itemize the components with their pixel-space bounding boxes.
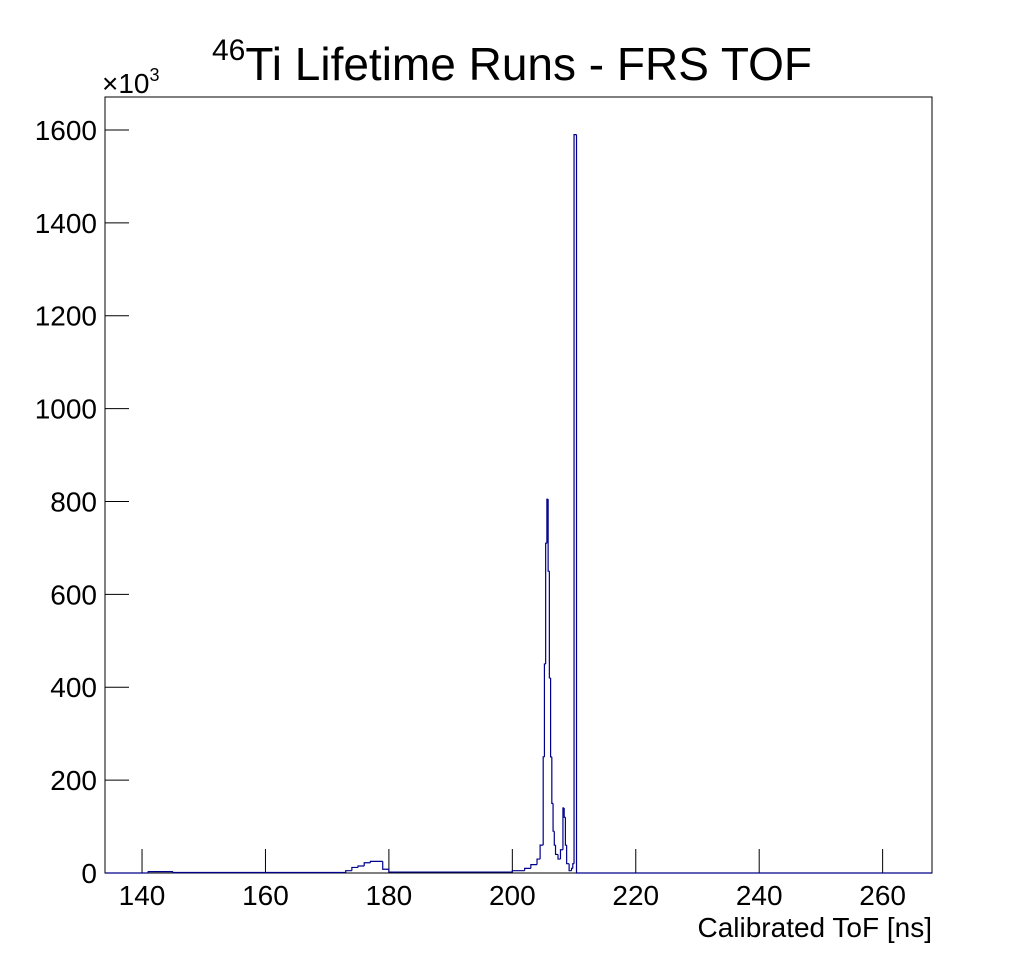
y-tick-label: 200 <box>50 765 97 796</box>
x-tick-label: 200 <box>489 880 536 911</box>
x-tick-label: 160 <box>242 880 289 911</box>
histogram-bin <box>564 817 567 846</box>
histogram-bin <box>568 863 572 872</box>
y-tick-label: 0 <box>81 858 97 889</box>
histogram-bin <box>559 849 563 860</box>
multiplier-exponent: 3 <box>150 65 160 85</box>
histogram-bin <box>543 663 546 757</box>
histogram-bin <box>511 870 525 873</box>
x-tick-label: 140 <box>119 880 166 911</box>
histogram-bin <box>539 844 544 860</box>
x-axis-label: Calibrated ToF [ns] <box>698 912 933 943</box>
histogram-bin <box>369 860 383 863</box>
plot-frame <box>104 96 933 874</box>
histogram-bin <box>382 861 389 870</box>
title-superscript: 46 <box>212 34 245 67</box>
histogram-bin <box>563 807 566 818</box>
histogram-bin <box>363 862 371 867</box>
histogram-bin <box>572 863 575 869</box>
multiplier-base: ×10 <box>102 68 150 99</box>
histogram-bin <box>524 867 531 871</box>
histogram-bin <box>562 807 565 850</box>
y-tick-label: 1200 <box>35 301 97 332</box>
x-tick-label: 220 <box>612 880 659 911</box>
histogram-bin <box>345 870 352 873</box>
histogram-bin <box>552 803 555 832</box>
histogram-bin <box>553 831 556 846</box>
histogram-bin <box>388 869 513 873</box>
x-tick-label: 240 <box>736 880 783 911</box>
histogram-bin <box>566 845 570 865</box>
chart-title: 46Ti Lifetime Runs - FRS TOF <box>212 34 812 90</box>
y-multiplier: ×103 <box>102 65 160 99</box>
title-text: Ti Lifetime Runs - FRS TOF <box>245 38 812 90</box>
histogram-bin <box>536 858 541 865</box>
histogram-bin <box>351 866 359 871</box>
x-tick-label: 260 <box>859 880 906 911</box>
x-tick-label: 180 <box>366 880 413 911</box>
histogram-bin <box>547 499 550 572</box>
histogram-bin <box>557 854 561 860</box>
histogram-bin <box>575 134 581 874</box>
y-tick-label: 800 <box>50 486 97 517</box>
histogram-bin <box>570 867 573 871</box>
histogram-bin <box>548 571 551 679</box>
histogram-bin <box>545 542 547 665</box>
y-tick-label: 400 <box>50 672 97 703</box>
histogram-bin <box>551 756 554 804</box>
histogram-bin <box>554 845 558 856</box>
histogram-bin <box>573 134 577 864</box>
y-tick-label: 1000 <box>35 394 97 425</box>
histogram-bin <box>542 756 545 846</box>
histogram-bin <box>357 865 365 868</box>
y-tick-label: 1400 <box>35 208 97 239</box>
y-tick-label: 600 <box>50 579 97 610</box>
histogram-bin <box>172 871 346 874</box>
histogram-bin <box>147 871 173 873</box>
histogram-bin <box>549 677 552 758</box>
histogram-bin <box>530 864 538 869</box>
y-tick-label: 1600 <box>35 115 97 146</box>
